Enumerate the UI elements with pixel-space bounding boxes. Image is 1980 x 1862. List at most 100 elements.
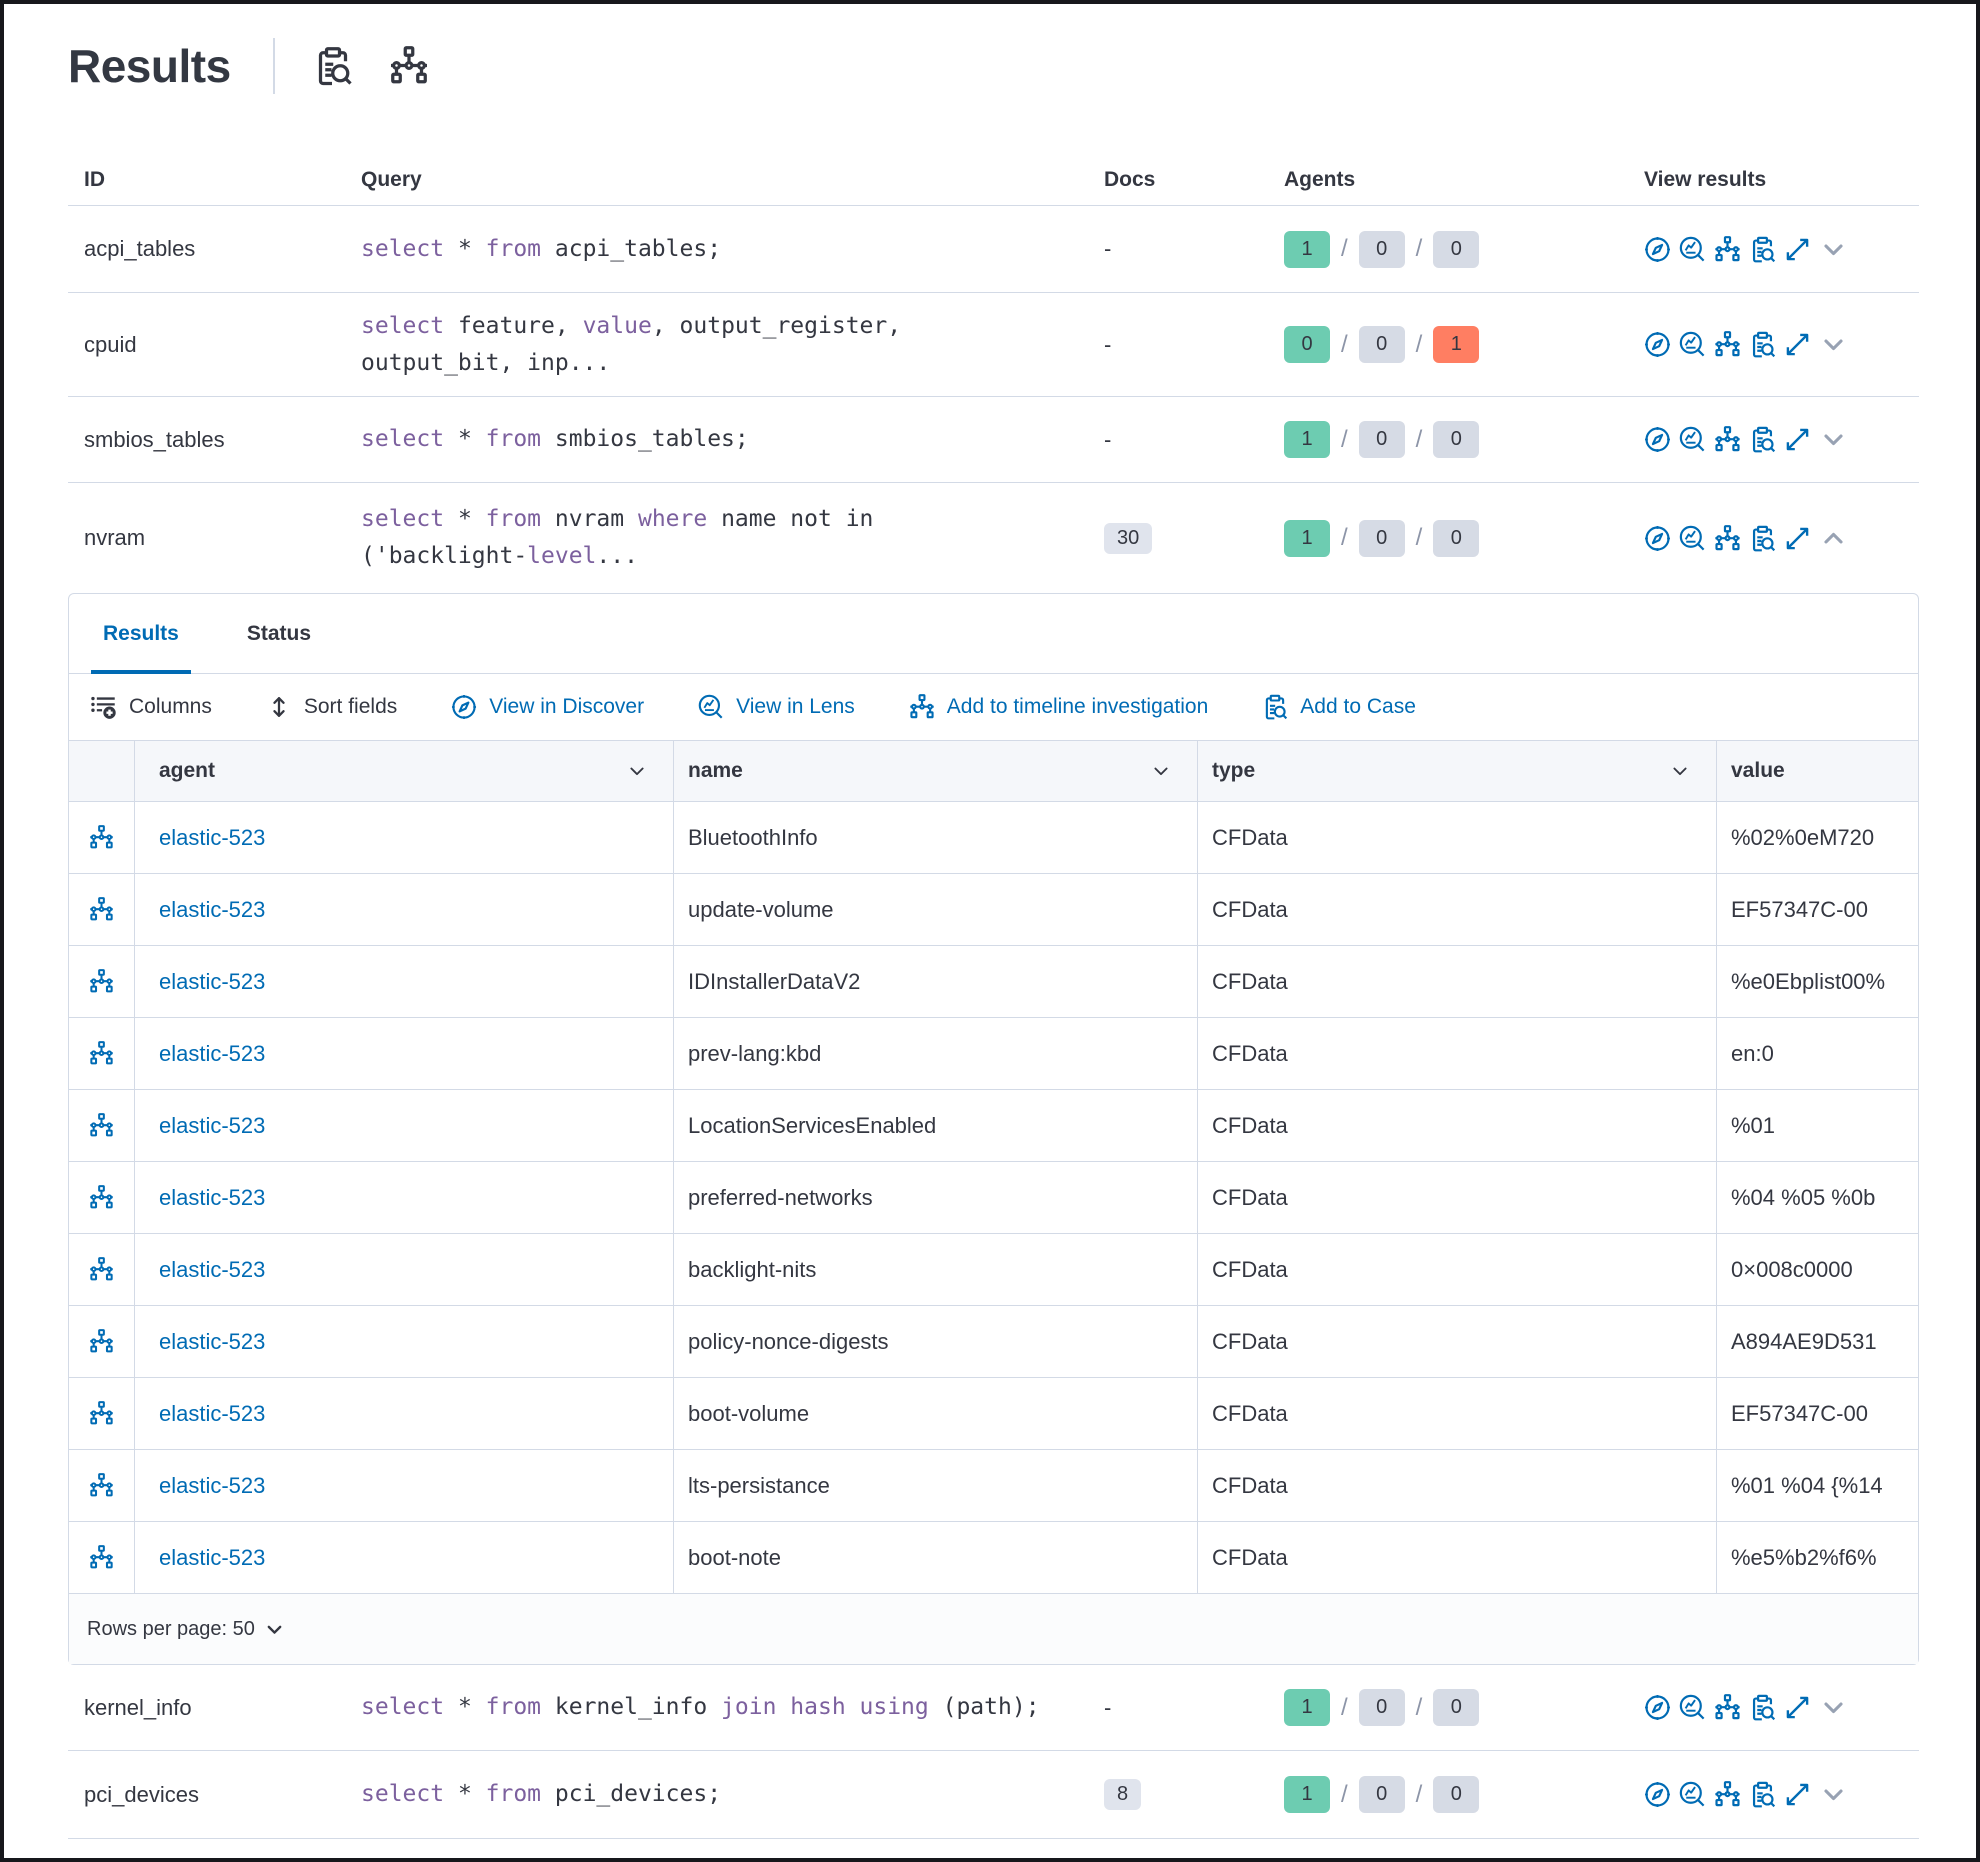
view-in-discover-icon[interactable] (1644, 1694, 1671, 1721)
toolbar-add-to-timeline-investigation[interactable]: Add to timeline investigation (909, 694, 1209, 720)
view-in-discover-icon[interactable] (1644, 525, 1671, 552)
name-cell: backlight-nits (674, 1234, 1198, 1305)
agent-link[interactable]: elastic-523 (159, 1329, 265, 1355)
name-cell: boot-note (674, 1522, 1198, 1593)
expand-results-icon[interactable] (1784, 525, 1811, 552)
chevron-up-icon[interactable] (1821, 526, 1846, 551)
row-actions-cell (69, 1162, 135, 1233)
view-in-lens-icon[interactable] (1679, 525, 1706, 552)
add-to-case-icon[interactable] (1749, 331, 1776, 358)
timeline-icon[interactable] (89, 1041, 114, 1066)
results-grid-footer: Rows per page: 50 (69, 1594, 1918, 1664)
agent-link[interactable]: elastic-523 (159, 1401, 265, 1427)
toolbar-columns-label: Columns (129, 695, 212, 719)
view-results-actions (1644, 426, 1919, 453)
agent-cell: elastic-523 (135, 874, 674, 945)
view-results-cell (1644, 331, 1919, 358)
timeline-icon[interactable] (89, 825, 114, 850)
add-to-timeline-icon[interactable] (1714, 525, 1741, 552)
timeline-icon[interactable] (89, 1257, 114, 1282)
toolbar-sort-fields[interactable]: Sort fields (266, 694, 397, 720)
row-actions-cell (69, 1378, 135, 1449)
agent-count-badge-success: 1 (1284, 1776, 1330, 1813)
add-to-case-icon[interactable] (1749, 525, 1776, 552)
agent-cell: elastic-523 (135, 1306, 674, 1377)
chevron-down-icon[interactable] (265, 1620, 284, 1639)
agent-link[interactable]: elastic-523 (159, 1185, 265, 1211)
view-in-lens-icon[interactable] (1679, 236, 1706, 263)
expand-results-icon[interactable] (1784, 331, 1811, 358)
timeline-icon[interactable] (389, 46, 429, 86)
add-to-case-icon[interactable] (1749, 236, 1776, 263)
expand-results-icon[interactable] (1784, 1781, 1811, 1808)
timeline-icon[interactable] (89, 1545, 114, 1570)
agent-link[interactable]: elastic-523 (159, 1473, 265, 1499)
chevron-down-icon[interactable] (627, 761, 647, 781)
add-to-timeline-icon[interactable] (1714, 1694, 1741, 1721)
chevron-down-icon[interactable] (1821, 427, 1846, 452)
agent-link[interactable]: elastic-523 (159, 825, 265, 851)
timeline-icon[interactable] (89, 1401, 114, 1426)
toolbar-view-in-lens[interactable]: View in Lens (698, 694, 855, 720)
chevron-down-icon[interactable] (1821, 1782, 1846, 1807)
query-row-pci_devices: pci_devicesselect * from pci_devices;81/… (68, 1751, 1919, 1839)
agent-link[interactable]: elastic-523 (159, 897, 265, 923)
timeline-icon[interactable] (89, 969, 114, 994)
result-row: elastic-523boot-volumeCFDataEF57347C-00 (69, 1378, 1918, 1450)
agents-status: 0/0/1 (1284, 326, 1644, 363)
chevron-down-icon[interactable] (1821, 237, 1846, 262)
timeline-icon[interactable] (89, 1185, 114, 1210)
add-to-timeline-icon[interactable] (1714, 426, 1741, 453)
timeline-icon[interactable] (89, 1473, 114, 1498)
expand-results-icon[interactable] (1784, 426, 1811, 453)
view-in-lens-icon[interactable] (1679, 1781, 1706, 1808)
view-in-discover-icon[interactable] (1644, 1781, 1671, 1808)
agents-separator: / (1416, 331, 1423, 359)
tab-results[interactable]: Results (91, 594, 191, 673)
agents-separator: / (1416, 235, 1423, 263)
row-actions-cell (69, 946, 135, 1017)
view-results-actions (1644, 525, 1919, 552)
timeline-icon[interactable] (89, 1113, 114, 1138)
view-results-cell (1644, 1694, 1919, 1721)
add-to-case-icon[interactable] (1749, 426, 1776, 453)
chevron-down-icon[interactable] (1821, 1695, 1846, 1720)
agent-link[interactable]: elastic-523 (159, 1545, 265, 1571)
view-in-lens-icon[interactable] (1679, 331, 1706, 358)
view-in-lens-icon[interactable] (1679, 1694, 1706, 1721)
add-to-timeline-icon[interactable] (1714, 236, 1741, 263)
grid-column-header-type[interactable]: type (1198, 741, 1717, 801)
agent-cell: elastic-523 (135, 1018, 674, 1089)
expand-results-icon[interactable] (1784, 236, 1811, 263)
name-cell: policy-nonce-digests (674, 1306, 1198, 1377)
add-to-case-icon[interactable] (1749, 1781, 1776, 1808)
query-id: cpuid (68, 332, 361, 358)
agent-link[interactable]: elastic-523 (159, 969, 265, 995)
tab-status[interactable]: Status (235, 594, 323, 673)
agent-link[interactable]: elastic-523 (159, 1041, 265, 1067)
toolbar-view-in-discover[interactable]: View in Discover (451, 694, 644, 720)
toolbar-columns[interactable]: Columns (91, 694, 212, 720)
agent-link[interactable]: elastic-523 (159, 1113, 265, 1139)
timeline-icon[interactable] (89, 1329, 114, 1354)
docs-cell: - (1104, 427, 1284, 453)
view-in-lens-icon[interactable] (1679, 426, 1706, 453)
expand-results-icon[interactable] (1784, 1694, 1811, 1721)
grid-column-header-agent[interactable]: agent (135, 741, 674, 801)
view-in-discover-icon[interactable] (1644, 331, 1671, 358)
agent-link[interactable]: elastic-523 (159, 1257, 265, 1283)
add-to-timeline-icon[interactable] (1714, 1781, 1741, 1808)
add-to-case-icon[interactable] (1749, 1694, 1776, 1721)
agent-count-badge-success: 0 (1284, 326, 1330, 363)
view-in-discover-icon[interactable] (1644, 426, 1671, 453)
chevron-down-icon[interactable] (1821, 332, 1846, 357)
timeline-icon[interactable] (89, 897, 114, 922)
rows-per-page-control[interactable]: Rows per page: 50 (87, 1618, 255, 1641)
chevron-down-icon[interactable] (1151, 761, 1171, 781)
add-to-timeline-icon[interactable] (1714, 331, 1741, 358)
grid-column-header-name[interactable]: name (674, 741, 1198, 801)
toolbar-add-to-case[interactable]: Add to Case (1262, 694, 1416, 720)
live-query-details-icon[interactable] (313, 46, 353, 86)
view-in-discover-icon[interactable] (1644, 236, 1671, 263)
chevron-down-icon[interactable] (1670, 761, 1690, 781)
